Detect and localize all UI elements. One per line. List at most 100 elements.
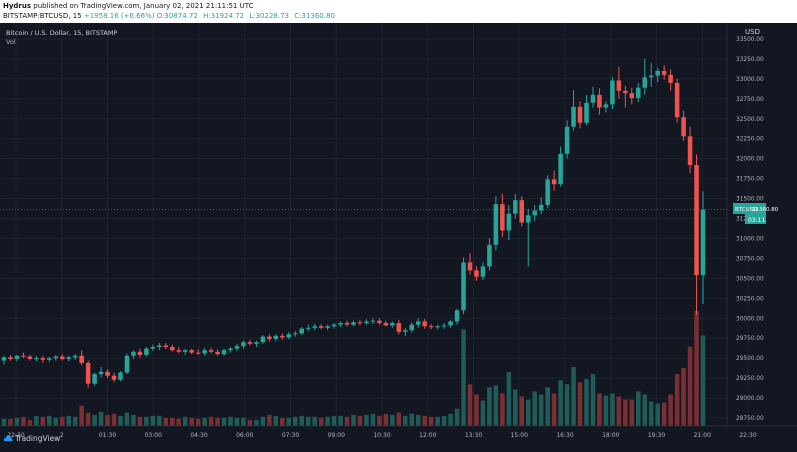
candle-body [208,350,214,352]
volume-bar [700,335,706,426]
volume-bar [454,408,460,426]
volume-bar [170,417,175,426]
volume-bar [577,382,583,426]
candle-body [305,327,311,329]
volume-bar [299,415,304,426]
candle-body [280,335,285,338]
price-chart[interactable]: 33500.00 33250.00 33000.00 32750.00 32500.00… [0,23,797,448]
volume-bar [687,346,693,426]
candle-body [500,204,505,231]
price-axis[interactable]: 33500.00 33250.00 33000.00 32750.00 32500.00… [736,37,764,422]
ohlc-line: BITSTAMP:BTCUSD, 15 +1958.16 (+6.66%) O:… [3,12,338,20]
volume-bar [558,380,563,426]
candle-body [648,75,654,78]
candle-body [137,351,143,355]
volume-bar [157,415,162,426]
price-tick-label: 32000.00 [736,157,764,163]
time-tick-label: 10:30 [373,432,390,439]
volume-bar [137,416,143,426]
candle-body [254,342,259,344]
tradingview-logo-icon[interactable] [3,434,13,443]
candle-body [273,335,279,340]
candle-body [40,358,46,360]
volume-bar [519,396,525,426]
volume-bar [681,367,686,426]
candle-body [577,106,583,123]
candle-body [299,328,304,334]
candle-body [532,210,537,216]
volume-bar [383,413,389,426]
candle-body [448,321,453,326]
price-tick-label: 30750.00 [736,256,764,262]
volume-bar [564,384,570,426]
publish-text: published on TradingView.com, January 02… [33,2,254,10]
open-value: O:30874.72 [156,12,198,20]
candle-body [47,358,52,360]
price-badge-value: 31360.80 [752,207,779,213]
volume-bar [661,402,667,426]
time-tick-label: 18:00 [602,432,619,439]
volume-bar [409,413,415,426]
tradingview-brand[interactable]: TradingView [15,434,61,443]
volume-bar [364,414,369,426]
volume-bar [47,415,52,426]
volume-bar [610,393,615,426]
candle-body [215,351,220,355]
candle-body [118,372,123,380]
price-tick-label: 30000.00 [736,316,764,322]
candle-body [538,204,544,211]
volume-bar [267,414,272,426]
volume-bar [603,395,609,426]
candle-body [325,326,330,328]
time-axis[interactable]: 22:30 2 01:30 03:00 04:30 06:00 07:30 09:00 10:3… [7,432,756,439]
candle-body [383,323,389,326]
currency-label[interactable]: USD [745,28,760,36]
volume-bar [66,415,71,426]
candle-body [403,330,408,332]
time-tick-label: 06:00 [236,432,253,439]
volume-bar [474,394,479,426]
volume-bar [551,393,557,426]
candle-body [409,324,415,331]
candle-body [487,244,492,267]
candle-body [98,371,104,375]
price-tick-label: 32250.00 [736,137,764,143]
candle-body [53,356,59,359]
volume-bar [254,419,259,426]
candle-body [513,200,518,214]
candle-body [351,322,356,325]
candle-body [176,350,182,352]
price-tick-label: 30500.00 [736,276,764,282]
candle-body [144,348,149,355]
candle-body [441,325,447,327]
volume-bar [493,385,499,426]
candle-body [370,320,376,322]
candles[interactable] [1,58,706,388]
price-tick-label: 31000.00 [736,236,764,242]
candle-body [474,270,479,277]
time-tick-label: 2 [60,432,64,439]
price-badge [733,203,766,214]
volume-bar [377,415,382,426]
candle-body [318,326,324,328]
time-tick-label: 22:30 [7,432,24,439]
volume-bar [487,387,492,426]
chart-area[interactable]: 33500.00 33250.00 33000.00 32750.00 32500.00… [0,23,797,448]
volume-bar [202,417,207,426]
price-tick-label: 33250.00 [736,57,764,63]
time-tick-label: 01:30 [99,432,116,439]
candle-body [247,342,253,344]
candle-body [597,94,602,108]
price-tick-label: 32500.00 [736,117,764,123]
candle-body [85,362,91,384]
volume-bar [525,399,531,426]
volume-bar [144,416,149,426]
candle-body [312,326,317,328]
volume-bar [629,399,635,426]
high-value: H:31924.72 [203,12,245,20]
price-tick-label: 29250.00 [736,376,764,382]
time-tick-label: 09:00 [328,432,345,439]
candle-body [364,321,369,324]
author-name[interactable]: Hydrus [3,2,32,10]
time-tick-label: 07:30 [282,432,299,439]
